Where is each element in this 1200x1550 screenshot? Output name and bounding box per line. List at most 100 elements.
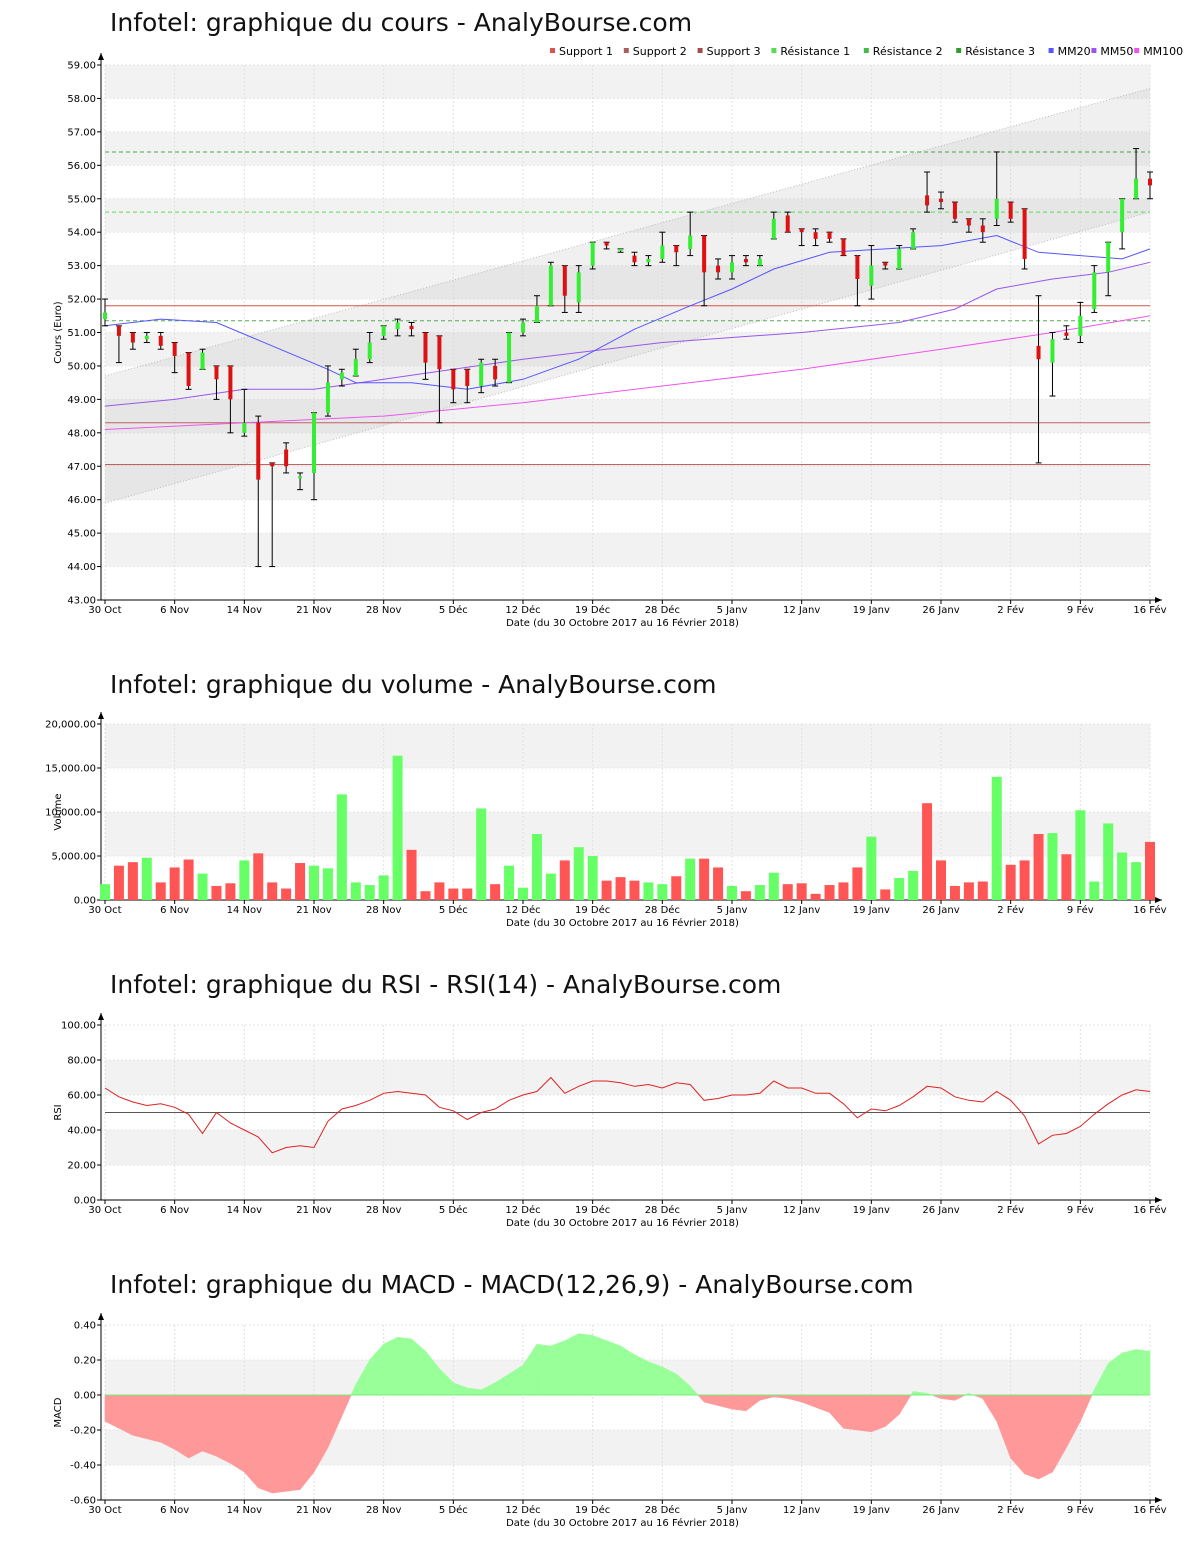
- x-tick-label: 12 Déc: [505, 604, 540, 616]
- macd-negative-area: [104, 1394, 1093, 1494]
- volume-bar: [239, 860, 250, 900]
- candle-body: [1078, 315, 1083, 336]
- x-tick-label: 6 Nov: [160, 1205, 189, 1216]
- price-chart: 43.00 44.00 45.00 46.00 47.00 48.00 49.00 50.00…: [53, 45, 1183, 629]
- volume-bar: [364, 885, 375, 900]
- legend-label: Résistance 1: [780, 45, 850, 58]
- volume-bar: [1131, 862, 1142, 900]
- x-tick-label: 5 Janv: [717, 1505, 748, 1516]
- candle-body: [144, 335, 149, 340]
- x-tick-label: 2 Fév: [997, 904, 1024, 916]
- x-axis-arrow: [1155, 897, 1162, 903]
- candle-body: [702, 235, 707, 273]
- candle-body: [116, 325, 121, 336]
- volume-bar: [1019, 860, 1030, 900]
- x-tick-label: 19 Janv: [853, 605, 890, 616]
- x-tick-label: 30 Oct: [88, 1205, 121, 1216]
- candle-body: [1008, 202, 1013, 219]
- macd-positive-area: [350, 1333, 1151, 1396]
- legend-label: Support 1: [559, 45, 613, 58]
- x-tick-label: 19 Janv: [853, 1205, 890, 1216]
- y-tick-label: 47.00: [67, 462, 96, 473]
- candle-body: [743, 258, 748, 263]
- y-axis-title: RSI: [53, 1104, 64, 1120]
- volume-bar: [754, 885, 765, 900]
- volume-bar: [838, 882, 849, 900]
- y-tick-label: 0.00: [74, 1196, 96, 1207]
- volume-bar: [601, 880, 612, 900]
- x-axis-title: Date (du 30 Octobre 2017 au 16 Février 2…: [506, 1217, 739, 1229]
- volume-bar: [378, 875, 389, 900]
- volume-bar: [1033, 834, 1044, 900]
- volume-bar: [963, 882, 974, 900]
- candle-body: [186, 352, 191, 386]
- plot-band: [105, 724, 1150, 768]
- candle-body: [869, 265, 874, 286]
- volume-bar: [420, 891, 431, 900]
- volume-chart: 0.00 5,000.00 10,000.00 15,000.00 20,000.00 3…: [45, 712, 1167, 929]
- candle-body: [1120, 198, 1125, 233]
- y-axis-arrow: [98, 712, 104, 719]
- volume-bar: [462, 888, 473, 900]
- volume-bar: [1047, 833, 1058, 900]
- volume-bar: [113, 865, 124, 900]
- rsi-line: [104, 1076, 1151, 1154]
- x-tick-label: 28 Nov: [366, 1505, 402, 1516]
- plot-band: [105, 1130, 1150, 1165]
- candle-body: [897, 248, 902, 269]
- volume-bar: [699, 858, 710, 900]
- volume-bar: [866, 836, 877, 900]
- y-tick-label: 5,000.00: [51, 852, 96, 863]
- x-tick-label: 30 Oct: [88, 905, 121, 916]
- x-tick-label: 14 Nov: [227, 1205, 263, 1216]
- y-tick-label: 0.00: [74, 896, 96, 907]
- volume-bar: [852, 867, 863, 900]
- x-tick-label: 28 Nov: [366, 605, 402, 616]
- x-tick-label: 9 Fév: [1067, 1204, 1094, 1216]
- y-tick-label: 100.00: [61, 1021, 96, 1032]
- trend-channel-lower: [104, 211, 1151, 504]
- x-tick-label: 12 Déc: [505, 1204, 540, 1216]
- plot-band: [105, 65, 1150, 99]
- y-axis-arrow: [98, 1013, 104, 1020]
- y-tick-label: 51.00: [67, 328, 96, 339]
- volume-bar: [977, 881, 988, 900]
- volume-bar: [295, 863, 306, 900]
- x-tick-label: 19 Janv: [853, 1505, 890, 1516]
- x-tick-label: 26 Janv: [922, 905, 959, 916]
- x-tick-label: 9 Fév: [1067, 604, 1094, 616]
- y-tick-label: 53.00: [67, 261, 96, 272]
- plot-band: [105, 198, 1150, 233]
- candle-body: [966, 218, 971, 226]
- x-tick-label: 2 Fév: [997, 1504, 1024, 1516]
- rsi-chart-title: Infotel: graphique du RSI - RSI(14) - An…: [110, 970, 782, 999]
- candle-body: [158, 335, 163, 346]
- x-tick-label: 5 Janv: [717, 605, 748, 616]
- x-tick-label: 6 Nov: [160, 605, 189, 616]
- candle-body: [925, 195, 930, 206]
- x-tick-label: 19 Déc: [575, 1204, 610, 1216]
- plot-band: [105, 812, 1150, 856]
- y-tick-label: -0.20: [70, 1426, 96, 1437]
- candle-body: [785, 215, 790, 233]
- x-tick-label: 19 Déc: [575, 604, 610, 616]
- x-tick-label: 19 Déc: [575, 904, 610, 916]
- volume-bar: [127, 862, 138, 900]
- y-tick-label: 20,000.00: [45, 720, 96, 731]
- volume-bar: [1061, 854, 1072, 900]
- macd-chart-title: Infotel: graphique du MACD - MACD(12,26,…: [110, 1270, 914, 1299]
- candle-body: [256, 422, 261, 480]
- volume-bar: [810, 893, 821, 900]
- volume-bar: [1089, 881, 1100, 900]
- x-tick-label: 6 Nov: [160, 905, 189, 916]
- candle-body: [716, 265, 721, 273]
- candle-body: [381, 325, 386, 336]
- candle-body: [883, 262, 888, 266]
- candle-body: [799, 228, 804, 233]
- candle-body: [437, 335, 442, 370]
- x-tick-label: 28 Nov: [366, 905, 402, 916]
- candle-body: [660, 245, 665, 259]
- candle-body: [1092, 272, 1097, 310]
- candle-body: [771, 218, 776, 239]
- trend-channel-upper: [104, 87, 1151, 377]
